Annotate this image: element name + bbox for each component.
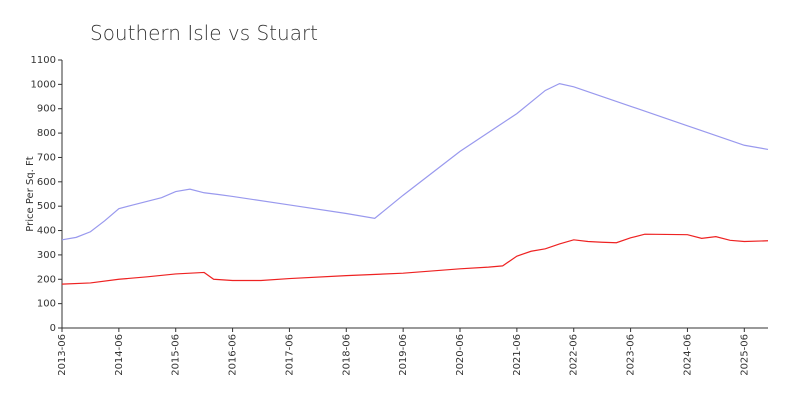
y-tick-label: 0: [50, 323, 56, 334]
x-tick-label: 2021-06: [512, 334, 523, 376]
x-tick-label: 2025-06: [739, 334, 750, 376]
x-tick-label: 2024-06: [682, 334, 693, 376]
y-tick-label: 900: [37, 104, 56, 115]
y-tick-label: 1000: [31, 79, 56, 90]
y-tick-label: 100: [37, 299, 56, 310]
series-line: [61, 233, 769, 285]
x-tick-label: 2019-06: [398, 334, 409, 376]
x-tick-label: 2015-06: [171, 334, 182, 376]
x-tick-label: 2018-06: [341, 334, 352, 376]
x-tick-label: 2020-06: [455, 334, 466, 376]
y-tick-label: 300: [37, 250, 56, 261]
series-line: [61, 83, 769, 241]
x-tick-label: 2017-06: [284, 334, 295, 376]
y-tick-label: 600: [37, 177, 56, 188]
y-tick-label: 700: [37, 152, 56, 163]
x-tick-label: 2022-06: [569, 334, 580, 376]
y-tick-label: 800: [37, 128, 56, 139]
y-tick-label: 400: [37, 226, 56, 237]
chart-title: Southern Isle vs Stuart: [90, 21, 318, 45]
x-tick-label: 2023-06: [626, 334, 637, 376]
y-tick-label: 200: [37, 274, 56, 285]
x-tick-label: 2013-06: [57, 334, 68, 376]
y-tick-label: 500: [37, 201, 56, 212]
y-tick-label: 1100: [31, 55, 56, 66]
x-tick-label: 2014-06: [114, 334, 125, 376]
x-tick-label: 2016-06: [228, 334, 239, 376]
y-axis-label: Price Per Sq. Ft: [25, 156, 36, 231]
